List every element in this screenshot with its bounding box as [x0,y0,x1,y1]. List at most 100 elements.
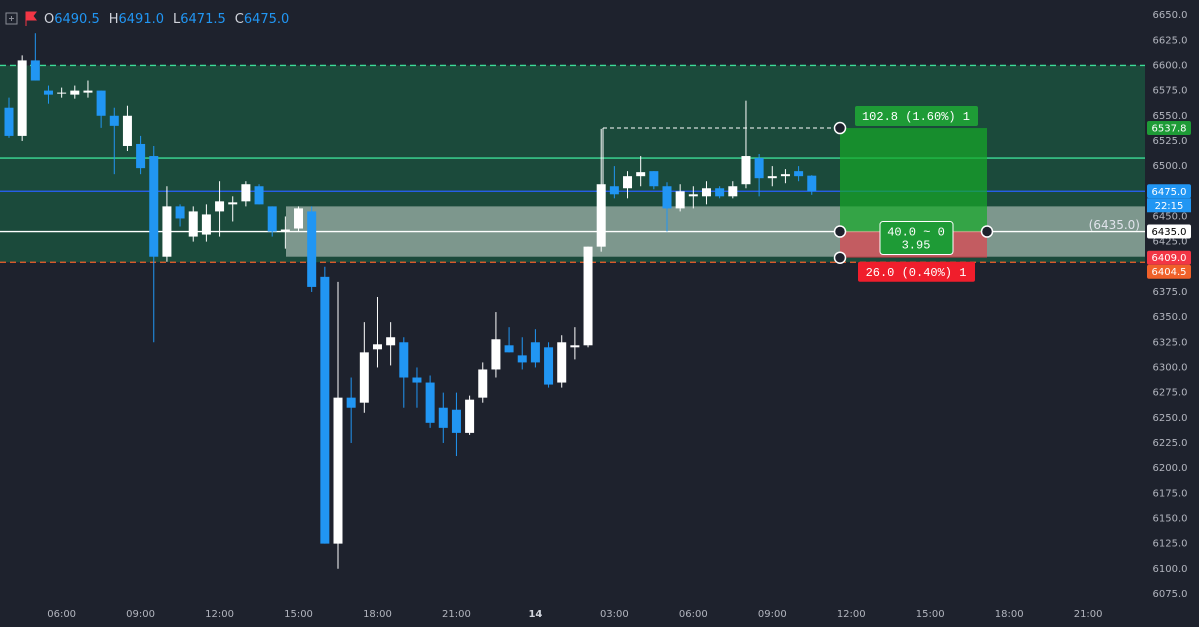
price-axis [1145,0,1199,627]
candle-body [649,171,659,187]
candle-body [623,176,633,189]
x-tick-label: 03:00 [600,609,629,620]
x-tick-label: 21:00 [1074,609,1103,620]
candle-body [333,397,343,544]
x-tick-label: 18:00 [995,609,1024,620]
candle-body [359,352,369,403]
y-tick-label: 6125.0 [1153,539,1188,550]
y-tick-label: 6375.0 [1153,287,1188,298]
candle-body [294,208,304,229]
x-tick-label: 09:00 [126,609,155,620]
price-badge [1147,264,1191,279]
candle-body [346,397,356,408]
price-badge-label: 6537.8 [1152,124,1187,135]
ohlc-legend: O6490.5 H6491.0 L6471.5 C6475.0 [44,12,289,27]
candle-body [412,377,422,383]
flag-icon [25,11,37,26]
x-tick-label: 06:00 [47,609,76,620]
candle-body [96,90,106,116]
candle-body [188,211,198,237]
ohlc-value: 6491.0 [119,12,165,27]
price-badge-label: 6475.0 [1152,187,1187,198]
ohlc-name: L [173,12,181,27]
y-tick-label: 6525.0 [1153,136,1188,147]
candle-body [741,156,751,185]
price-badge-label: 6404.5 [1152,267,1187,278]
candle-body [728,186,738,197]
x-tick-label: 18:00 [363,609,392,620]
candle-body [43,90,53,95]
collapse-icon [9,16,14,21]
y-tick-label: 6600.0 [1153,60,1188,71]
y-tick-label: 6350.0 [1153,312,1188,323]
candle-body [675,191,685,209]
candle-body [596,184,606,247]
countdown-badge [1147,198,1191,213]
candle-body [465,399,475,433]
price-badge [1147,184,1191,199]
candle-body [557,342,567,383]
y-tick-label: 6450.0 [1153,211,1188,222]
candle-body [701,188,711,197]
y-tick-label: 6275.0 [1153,388,1188,399]
candle-body [715,188,725,197]
candle-body [280,229,290,232]
center-label: 40.0 ~ 0 [887,226,945,240]
x-tick-label: 21:00 [442,609,471,620]
candle-body [780,174,790,177]
y-tick-label: 6575.0 [1153,86,1188,97]
profit-area [840,128,987,232]
handle [833,251,847,264]
collapse-icon [5,12,18,25]
y-tick-label: 6550.0 [1153,111,1188,122]
candle-body [17,60,27,136]
y-tick-label: 6650.0 [1153,10,1188,21]
handle [833,225,847,238]
candle-body [149,156,159,257]
candle-body [438,407,448,428]
candle-body [767,176,777,179]
handle [980,225,994,238]
y-tick-label: 6250.0 [1153,413,1188,424]
y-tick-label: 6225.0 [1153,438,1188,449]
candle-body [636,172,646,177]
candle-body [320,276,330,544]
y-tick-label: 6500.0 [1153,161,1188,172]
candle-body [570,345,580,348]
candle-body [491,339,501,370]
ohlc-name: O [44,12,54,27]
candle-body [478,369,488,398]
center-label: 3.95 [902,239,931,253]
x-tick-label: 09:00 [758,609,787,620]
price-badge [1147,224,1191,239]
x-tick-label: 15:00 [284,609,313,620]
candle-body [57,92,67,94]
y-tick-label: 6175.0 [1153,488,1188,499]
x-tick-label: 06:00 [679,609,708,620]
y-tick-label: 6200.0 [1153,463,1188,474]
candle-body [662,186,672,209]
candle-body [807,175,817,192]
candle-body [267,206,277,232]
candle-body [609,186,619,195]
y-tick-label: 6150.0 [1153,513,1188,524]
candle-body [241,184,251,202]
candle-body [228,202,238,205]
stop-label: 26.0 (0.40%) 1 [866,266,967,280]
candle-body [372,344,382,350]
x-tick-label: 12:00 [205,609,234,620]
entry-label: (6435.0) [1089,218,1140,232]
x-tick-label: 15:00 [916,609,945,620]
candle-body [504,345,514,353]
y-tick-label: 6425.0 [1153,237,1188,248]
candle-body [307,211,317,287]
ohlc-name: H [109,12,119,27]
price-badge-label: 6435.0 [1152,227,1187,238]
y-tick-label: 6325.0 [1153,337,1188,348]
x-tick-label: 12:00 [837,609,866,620]
candle-body [109,115,119,126]
y-tick-label: 6075.0 [1153,589,1188,600]
ohlc-name: C [235,12,244,27]
